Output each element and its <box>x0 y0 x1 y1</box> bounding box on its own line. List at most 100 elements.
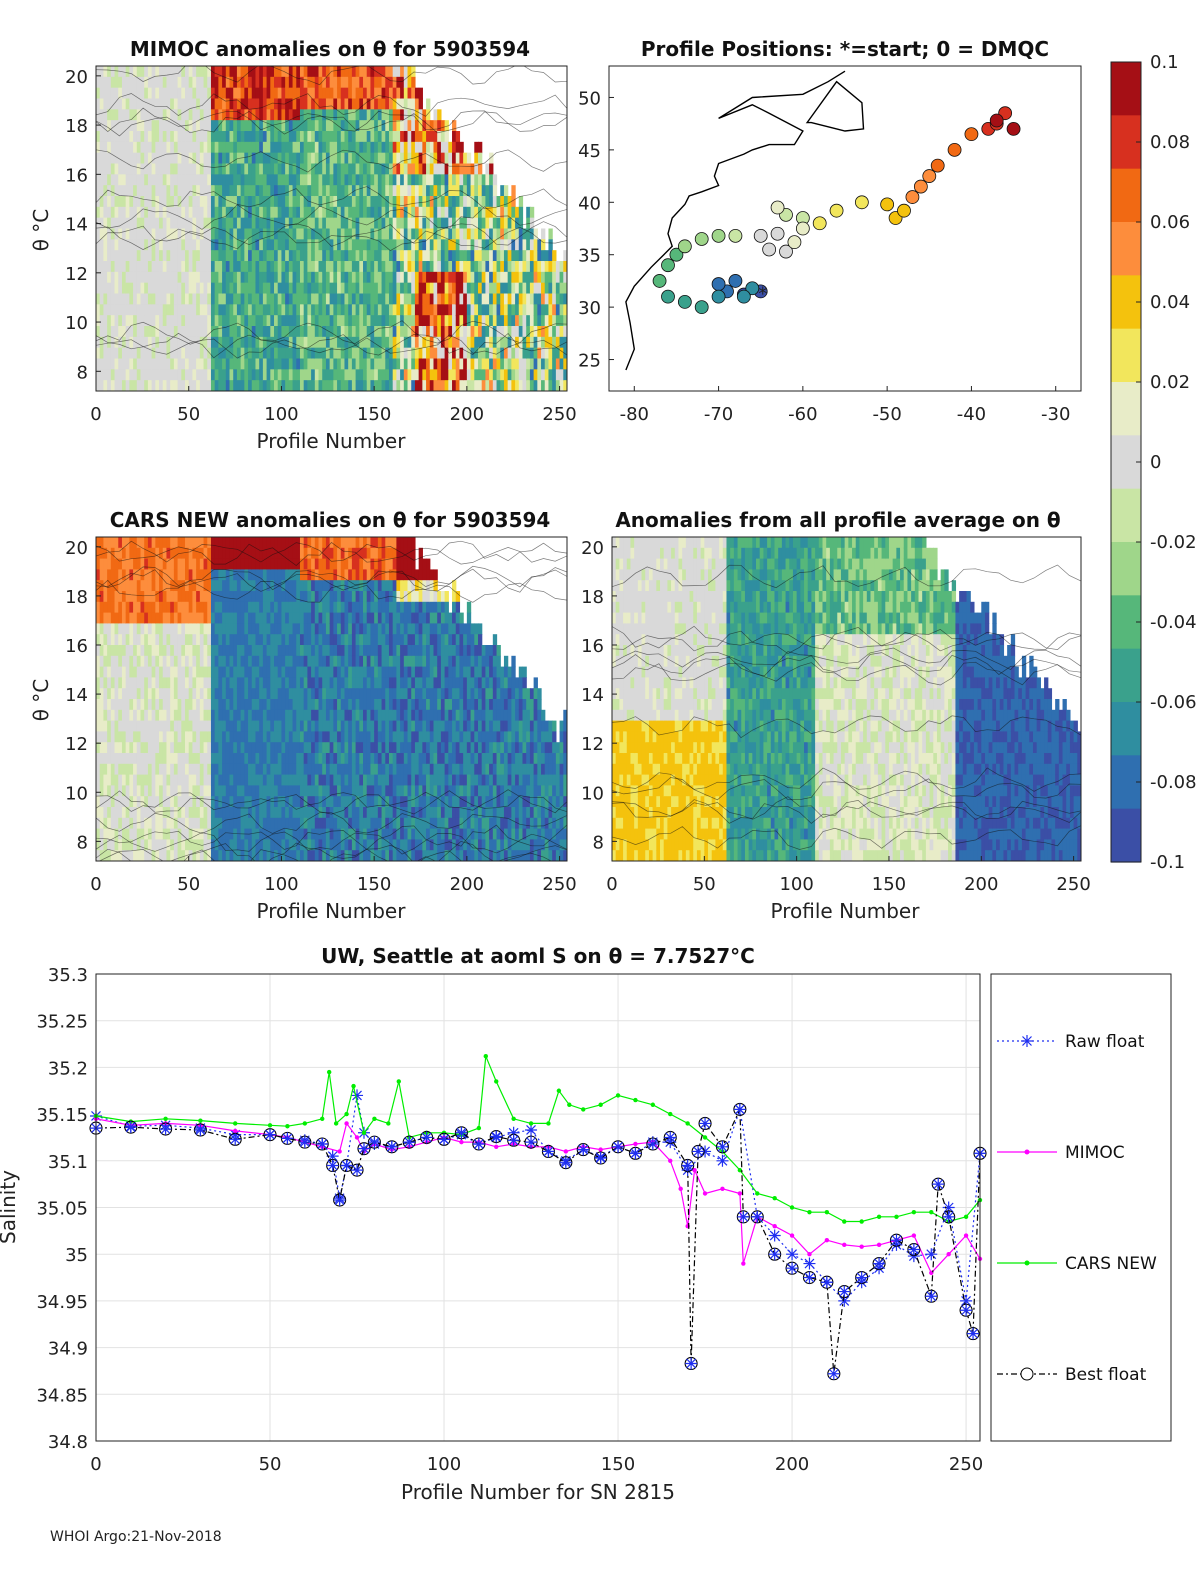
heatmap-cell <box>277 807 283 819</box>
heatmap-cell <box>485 380 490 391</box>
heatmap-cell <box>203 206 208 219</box>
heatmap-cell <box>388 326 394 338</box>
heatmap-cell <box>444 250 449 262</box>
heatmap-cell <box>114 250 119 262</box>
heatmap-cell <box>185 261 190 273</box>
heatmap-cell <box>147 109 153 121</box>
heatmap-cell <box>285 601 290 614</box>
heatmap-cell <box>114 850 119 861</box>
heatmap-cell <box>251 699 257 711</box>
heatmap-cell <box>333 369 338 381</box>
heatmap-cell <box>392 347 398 360</box>
heatmap-cell <box>266 293 271 305</box>
heatmap-cell <box>166 87 171 100</box>
heatmap-cell <box>388 120 394 132</box>
heatmap-cell <box>99 807 105 819</box>
heatmap-cell <box>118 76 123 89</box>
heatmap-cell <box>214 120 219 132</box>
heatmap-cell <box>492 326 498 338</box>
heatmap-cell <box>277 645 283 657</box>
heatmap-cell <box>222 763 227 776</box>
heatmap-cell <box>251 774 257 786</box>
heatmap-cell <box>155 336 160 349</box>
heatmap-cell <box>340 120 346 132</box>
heatmap-cell <box>181 666 186 678</box>
heatmap-cell <box>133 537 138 549</box>
heatmap-cell <box>151 76 156 89</box>
heatmap-cell <box>477 228 483 240</box>
heatmap-cell <box>203 699 208 711</box>
heatmap-cell <box>118 109 123 121</box>
heatmap-cell <box>151 174 156 186</box>
heatmap-cell <box>103 850 108 861</box>
heatmap-cell <box>136 699 142 711</box>
heatmap-cell <box>374 120 379 132</box>
heatmap-cell <box>281 666 286 678</box>
heatmap-cell <box>192 109 197 121</box>
heatmap-cell <box>463 239 468 251</box>
heatmap-cell <box>307 315 312 327</box>
heatmap-cell <box>274 612 279 624</box>
heatmap-cell <box>351 120 357 132</box>
heatmap-cell <box>259 785 264 797</box>
heatmap-cell <box>155 807 160 819</box>
heatmap-cell <box>129 720 134 732</box>
heatmap-cell <box>444 120 449 132</box>
heatmap-cell <box>170 120 175 132</box>
heatmap-cell <box>196 591 201 603</box>
heatmap-cell <box>274 315 279 327</box>
heatmap-cell <box>455 196 461 208</box>
heatmap-cell <box>348 163 353 175</box>
heatmap-cell <box>136 358 142 370</box>
heatmap-cell <box>288 271 294 284</box>
heatmap-cell <box>466 347 472 360</box>
heatmap-cell <box>285 380 290 391</box>
heatmap-cell <box>214 271 219 284</box>
heatmap-cell <box>125 591 130 603</box>
heatmap-cell <box>170 753 175 765</box>
heatmap-cell <box>107 76 112 89</box>
heatmap-cell <box>210 537 216 549</box>
heatmap-cell <box>266 655 271 668</box>
heatmap-cell <box>459 304 464 316</box>
heatmap-cell <box>251 315 257 327</box>
heatmap-cell <box>407 87 412 100</box>
heatmap-cell <box>455 131 461 143</box>
heatmap-cell <box>281 250 286 262</box>
heatmap-cell <box>222 850 227 861</box>
heatmap-cell <box>555 369 561 381</box>
heatmap-cell <box>107 558 112 570</box>
heatmap-cell <box>266 131 271 143</box>
heatmap-cell <box>288 569 294 581</box>
heatmap-cell <box>244 250 249 262</box>
heatmap-cell <box>96 612 101 624</box>
heatmap-cell <box>147 634 153 646</box>
heatmap-cell <box>114 655 119 668</box>
heatmap-cell <box>133 271 138 284</box>
heatmap-cell <box>322 185 327 197</box>
heatmap-cell <box>121 293 127 305</box>
heatmap-cell <box>155 709 160 722</box>
heatmap-cell <box>196 688 201 700</box>
heatmap-cell <box>218 271 223 284</box>
heatmap-cell <box>207 817 212 830</box>
heatmap-cell <box>288 634 294 646</box>
heatmap-cell <box>537 282 542 295</box>
heatmap-cell <box>125 163 130 175</box>
heatmap-cell <box>500 369 505 381</box>
heatmap-cell <box>136 347 142 360</box>
heatmap-cell <box>244 271 249 284</box>
heatmap-cell <box>166 163 171 175</box>
heatmap-cell <box>121 87 127 100</box>
heatmap-cell <box>422 196 427 208</box>
heatmap-cell <box>166 612 171 624</box>
heatmap-cell <box>251 174 257 186</box>
heatmap-cell <box>533 271 538 284</box>
heatmap-cell <box>314 141 320 154</box>
heatmap-cell <box>144 774 149 786</box>
heatmap-cell <box>440 293 446 305</box>
heatmap-cell <box>440 206 446 219</box>
heatmap-cell <box>222 720 227 732</box>
heatmap-cell <box>170 196 175 208</box>
heatmap-cell <box>259 601 264 614</box>
